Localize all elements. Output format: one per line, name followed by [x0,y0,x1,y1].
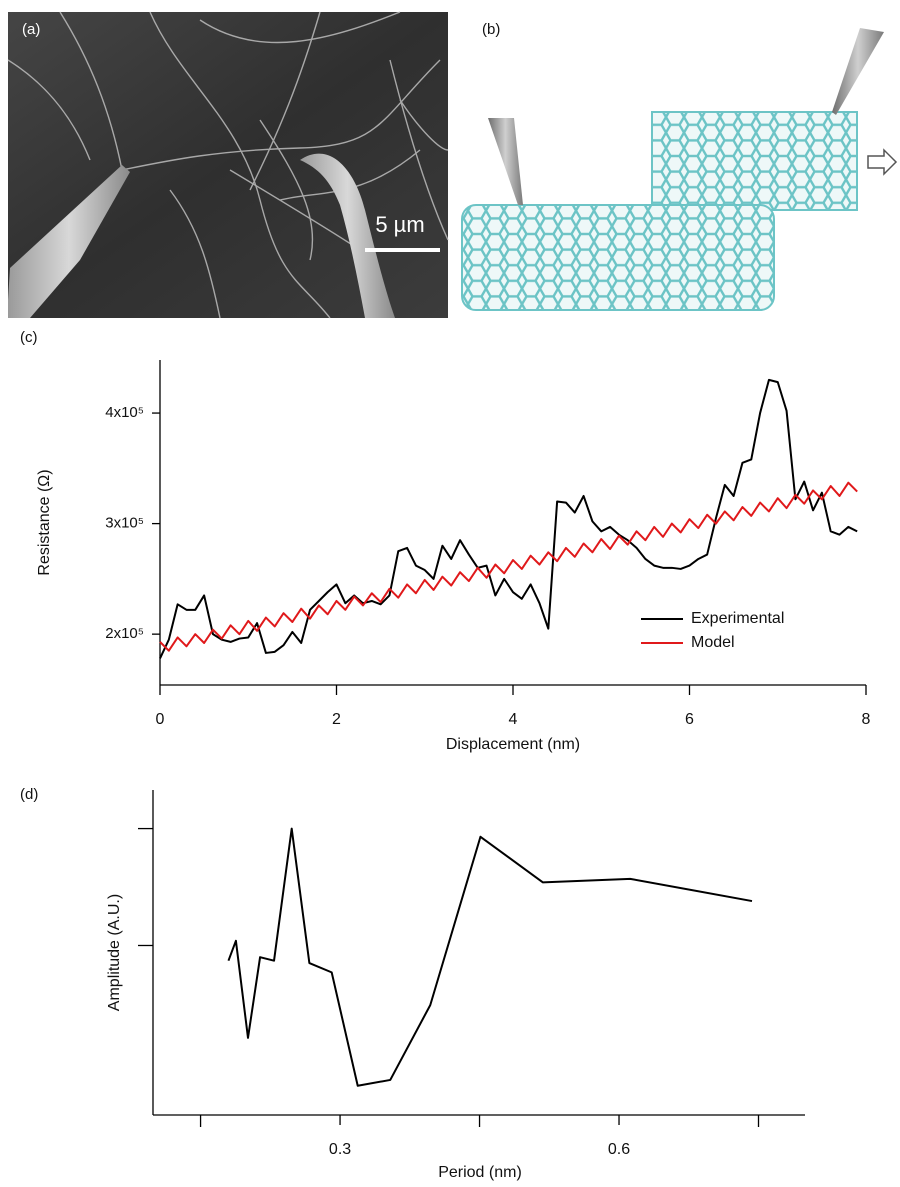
y-axis-label: Amplitude (A.U.) [106,894,123,1011]
legend-label: Model [691,634,735,651]
data-line [227,827,753,1087]
y-axis-label: Resistance (Ω) [36,469,53,575]
panel-label: (d) [20,786,38,803]
x-axis-label: Displacement (nm) [446,736,580,753]
y-tick-label: 2x10⁵ [105,625,144,642]
panel-label: (b) [482,21,500,38]
sem-image [7,11,449,319]
x-tick-label: 2 [332,711,341,728]
x-tick-label: 0.6 [608,1141,630,1158]
x-tick-label: 8 [862,711,871,728]
data-line [159,378,858,659]
legend-label: Experimental [691,610,784,627]
y-tick-label: 3x10⁵ [105,515,144,532]
panel-label: (c) [20,329,38,346]
x-axis-label: Period (nm) [438,1164,522,1181]
nanotube-illustration [461,28,898,311]
panel-label: (a) [22,21,40,38]
y-tick-label: 4x10⁵ [105,404,144,421]
x-tick-label: 6 [685,711,694,728]
x-tick-label: 0.3 [329,1141,351,1158]
x-tick-label: 4 [509,711,518,728]
x-tick-label: 0 [156,711,165,728]
data-line [159,481,858,652]
scale-bar-label: 5 µm [375,212,424,237]
